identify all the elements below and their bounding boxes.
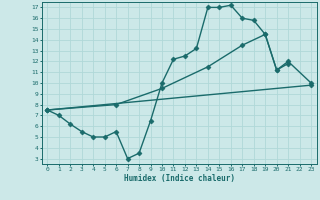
X-axis label: Humidex (Indice chaleur): Humidex (Indice chaleur) [124, 174, 235, 183]
